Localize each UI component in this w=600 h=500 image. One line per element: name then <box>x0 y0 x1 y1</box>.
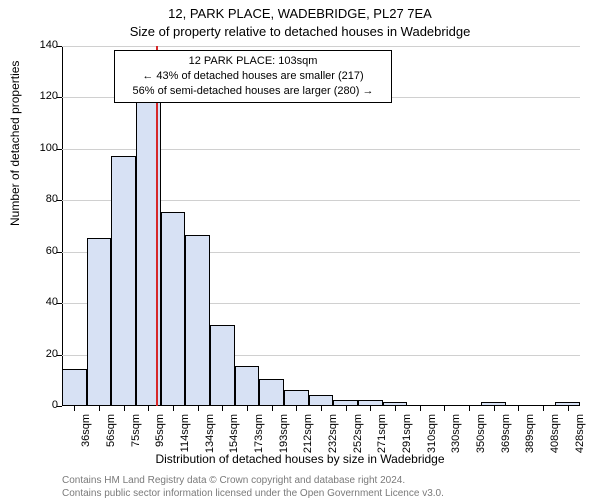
bar <box>62 369 87 405</box>
ytick-label: 80 <box>28 193 58 205</box>
xtick-mark <box>346 406 347 411</box>
xtick-mark <box>198 406 199 411</box>
xtick-mark <box>173 406 174 411</box>
bar <box>111 156 136 405</box>
xtick-mark <box>568 406 569 411</box>
xtick-mark <box>296 406 297 411</box>
bar <box>87 238 112 405</box>
bar <box>383 402 408 405</box>
xtick-mark <box>518 406 519 411</box>
bar <box>481 402 506 405</box>
xtick-mark <box>321 406 322 411</box>
ytick-label: 40 <box>28 296 58 308</box>
y-axis-label: Number of detached properties <box>8 61 22 226</box>
xtick-mark <box>444 406 445 411</box>
x-axis-label: Distribution of detached houses by size … <box>0 452 600 466</box>
histogram-plot: 36sqm56sqm75sqm95sqm114sqm134sqm154sqm17… <box>62 46 580 406</box>
bar <box>555 402 580 405</box>
annotation-box: 12 PARK PLACE: 103sqm← 43% of detached h… <box>114 50 392 103</box>
ytick-label: 60 <box>28 245 58 257</box>
ytick-label: 140 <box>28 39 58 51</box>
xtick-mark <box>247 406 248 411</box>
annot-line: ← 43% of detached houses are smaller (21… <box>121 69 385 84</box>
bar <box>309 395 334 405</box>
copyright-line-1: Contains HM Land Registry data © Crown c… <box>62 475 405 486</box>
bar <box>185 235 210 405</box>
xtick-mark <box>222 406 223 411</box>
annot-line: 56% of semi-detached houses are larger (… <box>121 84 385 99</box>
page-supertitle: 12, PARK PLACE, WADEBRIDGE, PL27 7EA <box>0 6 600 21</box>
axis-left <box>62 46 63 406</box>
bar <box>161 212 186 405</box>
xtick-mark <box>124 406 125 411</box>
xtick-mark <box>370 406 371 411</box>
xtick-mark <box>99 406 100 411</box>
xtick-mark <box>420 406 421 411</box>
xtick-mark <box>395 406 396 411</box>
bar <box>333 400 358 405</box>
ytick-label: 20 <box>28 348 58 360</box>
annot-line: 12 PARK PLACE: 103sqm <box>121 54 385 69</box>
bar <box>235 366 260 405</box>
ytick-label: 120 <box>28 90 58 102</box>
copyright-line-2: Contains public sector information licen… <box>62 488 444 499</box>
bar <box>284 390 309 405</box>
bar <box>259 379 284 405</box>
xtick-mark <box>272 406 273 411</box>
page-title: Size of property relative to detached ho… <box>0 24 600 39</box>
ytick-label: 0 <box>28 399 58 411</box>
bar <box>210 325 235 405</box>
xtick-mark <box>469 406 470 411</box>
bar <box>358 400 383 405</box>
ytick-label: 100 <box>28 142 58 154</box>
xtick-mark <box>494 406 495 411</box>
gridline <box>62 46 580 47</box>
xtick-mark <box>74 406 75 411</box>
xtick-mark <box>543 406 544 411</box>
xtick-mark <box>148 406 149 411</box>
